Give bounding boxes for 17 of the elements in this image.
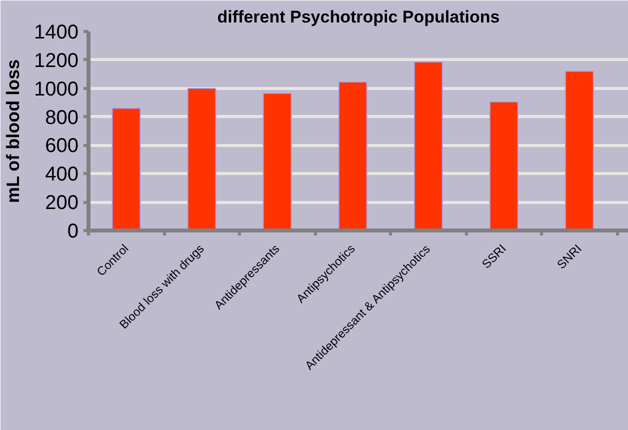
y-tick-label: 1200 — [34, 50, 79, 72]
y-tick-label: 800 — [45, 106, 79, 129]
bar — [414, 62, 443, 230]
y-tick-label: 1000 — [34, 78, 79, 100]
bar — [338, 81, 368, 230]
bar — [262, 92, 292, 230]
y-tick-label: 400 — [45, 164, 79, 186]
y-tick-label: 1400 — [34, 22, 79, 44]
y-tick-label: 0 — [67, 220, 78, 242]
bar — [187, 88, 216, 230]
bar — [564, 70, 594, 230]
y-tick-label: 600 — [45, 135, 79, 158]
y-axis-title: mL of blood loss — [3, 59, 24, 203]
bar — [489, 101, 518, 230]
y-tick-label: 200 — [45, 192, 79, 214]
bar — [112, 108, 141, 230]
chart-title: different Psychotropic Populations — [217, 8, 500, 26]
